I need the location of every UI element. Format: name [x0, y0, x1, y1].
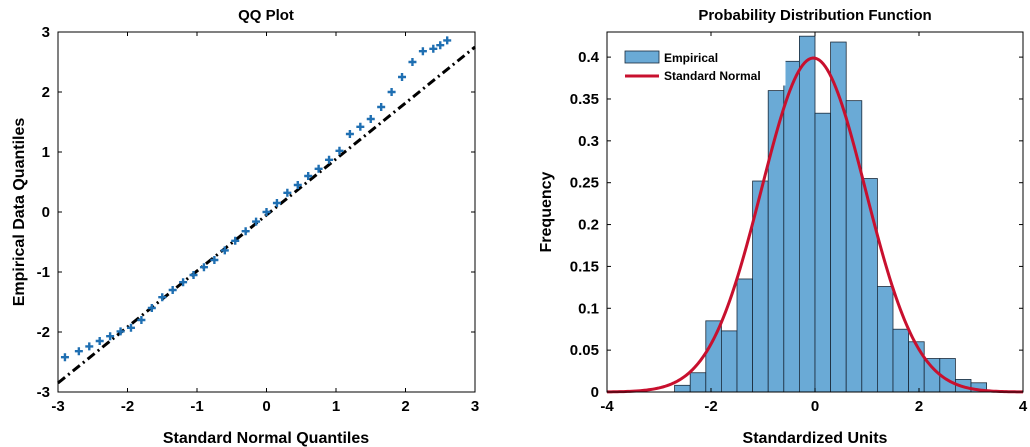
qq-point	[85, 342, 94, 351]
qq-point	[408, 58, 417, 66]
histogram-bar	[721, 330, 738, 393]
pdf-xtick-label: 4	[1019, 398, 1028, 415]
pdf-ytick-label: 0.3	[578, 133, 599, 150]
pdf-ylabel: Frequency	[538, 171, 555, 252]
pdf-plot: Probability Distribution Function -4 -2 0 2…	[538, 7, 1028, 447]
pdf-ticks: -4 -2 0 2 4 0 0.05 0.1 0.15 0.2 0.25 0.3 0.35 0.4	[570, 32, 1028, 415]
qq-point	[147, 304, 156, 312]
histogram-bar	[736, 278, 754, 393]
pdf-ytick-label: 0	[591, 384, 599, 401]
qq-point	[345, 130, 354, 138]
qq-point	[116, 327, 125, 336]
histogram-bar	[814, 112, 832, 393]
qq-point	[387, 88, 396, 96]
qq-point	[314, 164, 323, 173]
qq-point	[241, 227, 250, 236]
qq-point	[231, 236, 240, 245]
pdf-ytick-label: 0.2	[578, 217, 599, 234]
legend: Empirical Standard Normal	[619, 44, 786, 86]
qq-ylabel: Empirical Data Quantiles	[11, 118, 28, 307]
qq-point	[199, 263, 208, 272]
qq-point	[272, 199, 281, 207]
qq-point	[126, 323, 135, 332]
qq-point	[158, 293, 167, 302]
qq-point	[137, 316, 146, 324]
histogram-bar	[799, 35, 816, 393]
qq-xtick-label: 2	[401, 398, 409, 415]
histogram-bar	[705, 320, 722, 393]
histogram-bars	[674, 35, 987, 393]
qq-point	[356, 122, 365, 131]
histogram-bar	[674, 384, 691, 393]
qq-point	[262, 208, 271, 216]
qq-point	[429, 44, 438, 53]
qq-ytick-label: 1	[42, 144, 50, 161]
qq-xlabel: Standard Normal Quantiles	[163, 430, 369, 447]
legend-swatch-empirical	[624, 50, 660, 64]
qq-data-layer	[57, 36, 476, 385]
qq-xtick-label: -1	[190, 398, 203, 415]
qq-ytick-label: 0	[42, 204, 50, 221]
qq-point	[168, 286, 177, 294]
pdf-ytick-label: 0.25	[570, 175, 599, 192]
pdf-xtick-label: 2	[915, 398, 923, 415]
qq-point	[179, 278, 188, 287]
qq-xtick-label: 0	[262, 398, 270, 415]
qq-ytick-label: -1	[37, 264, 50, 281]
normal-curve-layer	[606, 56, 1024, 394]
qq-point	[60, 353, 69, 362]
pdf-xlabel: Standardized Units	[743, 430, 888, 447]
qq-plot: QQ Plot -3 -2 -1 0 1 2 3 -3 -2 -1 0 1 2 3 Standard No…	[11, 7, 479, 447]
pdf-title: Probability Distribution Function	[698, 7, 931, 24]
pdf-ytick-label: 0.05	[570, 342, 599, 359]
qq-point	[436, 41, 445, 50]
qq-point	[210, 256, 219, 264]
pdf-xtick-label: -4	[600, 398, 614, 415]
qq-point	[106, 332, 115, 341]
qq-point	[74, 347, 83, 356]
qq-point	[283, 188, 292, 197]
legend-label-empirical: Empirical	[664, 51, 718, 65]
qq-ytick-label: 3	[42, 24, 50, 41]
qq-title: QQ Plot	[238, 7, 294, 24]
pdf-ytick-label: 0.35	[570, 91, 599, 108]
qq-point	[220, 246, 229, 255]
qq-xtick-label: 3	[471, 398, 479, 415]
pdf-ytick-label: 0.15	[570, 258, 599, 275]
qq-point	[189, 271, 198, 279]
qq-point	[252, 217, 261, 226]
histogram-bar	[877, 286, 894, 393]
qq-point	[335, 146, 344, 155]
qq-point	[325, 155, 334, 164]
qq-ytick-label: -3	[37, 384, 50, 401]
qq-xtick-label: -3	[51, 398, 64, 415]
qq-point	[293, 181, 302, 189]
histogram-bar	[783, 60, 800, 393]
qq-point	[95, 337, 104, 345]
histogram-bar	[923, 358, 941, 393]
normal-pdf-curve	[606, 56, 1024, 394]
pdf-xtick-label: 0	[811, 398, 819, 415]
qq-point	[377, 103, 386, 111]
histogram-bar	[892, 328, 909, 393]
qq-point	[418, 47, 427, 56]
qq-ticks: -3 -2 -1 0 1 2 3 -3 -2 -1 0 1 2 3	[37, 24, 480, 415]
qq-point	[443, 36, 452, 45]
legend-label-normal: Standard Normal	[664, 69, 761, 83]
qq-point	[304, 172, 313, 180]
histogram-bar	[689, 372, 707, 393]
qq-point	[366, 115, 375, 123]
qq-ytick-label: -2	[37, 324, 50, 341]
pdf-ytick-label: 0.1	[578, 300, 599, 317]
pdf-xtick-label: -2	[704, 398, 717, 415]
qq-point	[398, 73, 407, 81]
qq-xtick-label: 1	[332, 398, 340, 415]
qq-ytick-label: 2	[42, 84, 50, 101]
qq-xtick-label: -2	[121, 398, 134, 415]
histogram-bar	[908, 341, 925, 393]
pdf-ytick-label: 0.4	[578, 49, 600, 66]
